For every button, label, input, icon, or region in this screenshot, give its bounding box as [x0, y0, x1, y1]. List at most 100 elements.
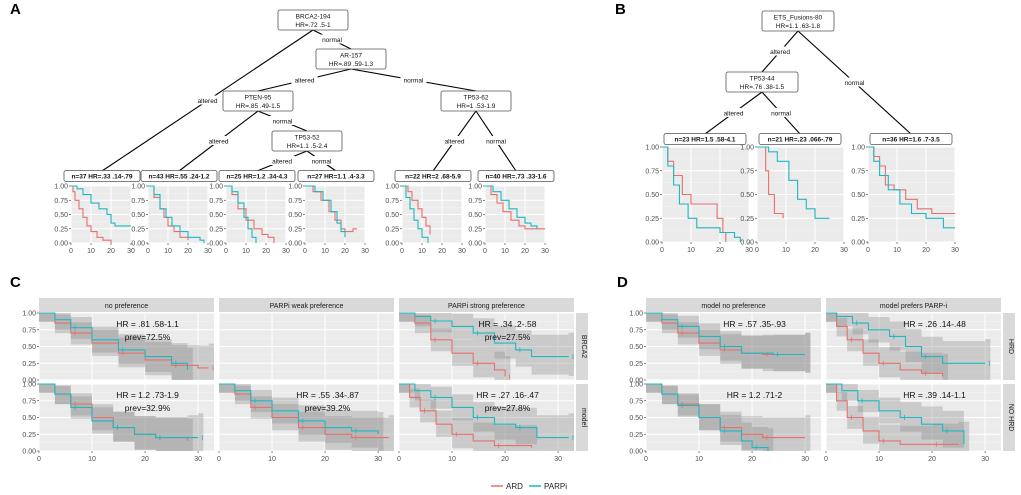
- km-b-2-x-tick-label: 10: [893, 247, 901, 254]
- km-c-column-label: PARPi weak preference: [270, 303, 344, 310]
- km-c-cell-3-y-tick-label: 1.00: [22, 382, 36, 389]
- km-b-0-y-tick-label: 0.00: [645, 240, 659, 247]
- km-b-2-y-tick-label: 0.00: [851, 240, 865, 247]
- km-d-cell-0-y-tick-label: 0.75: [629, 327, 643, 334]
- km-b-0-y-tick-label: 0.25: [645, 216, 659, 223]
- km-a-5-parpi-curve: [485, 185, 538, 229]
- tree-a-leaf-3-label: n=27 HR=1.1 .4-3.3: [307, 174, 365, 181]
- km-c-cell-5: 0 10 20 30 HR = .27 .16-.47 prev=27.8%: [397, 383, 574, 463]
- km-b-1-y-tick-label: 0.00: [740, 240, 754, 247]
- km-c-cell-0-y-tick-label: 0.50: [22, 344, 36, 351]
- km-c-cell-4: 0 10 20 30 HR = .55 .34-.87 prev=39.2%: [217, 383, 394, 463]
- km-a-5-y-tick-label: 0.75: [468, 198, 482, 205]
- tree-b-leaf-0-box: [663, 133, 747, 145]
- km-c-cell-5-x-tick-label: 20: [501, 456, 509, 463]
- tree-b-leaf-1-box: [758, 133, 842, 145]
- km-b-1: 0.00 0.25 0.50 0.75 1.00 0 10 20 30: [740, 145, 848, 255]
- km-c-cell-5-prev: prev=27.8%: [485, 403, 531, 413]
- km-c-cell-2-prev: prev=27.5%: [485, 332, 531, 342]
- km-c-cell-4-x-tick-label: 30: [374, 456, 382, 463]
- km-b-0-x-tick-label: 0: [660, 247, 664, 254]
- tree-a-node-2-title: PTEN-95: [245, 95, 272, 102]
- tree-a-leaf-5: n=40 HR=.73 .33-1.6: [477, 170, 555, 182]
- km-d-cell-3-x-tick-label: 20: [928, 456, 936, 463]
- km-c-cell-3-prev: prev=32.9%: [125, 403, 171, 413]
- tree-a-edge-0-label-bg: [319, 34, 345, 44]
- km-c-cell-3: 0.00 0.25 0.50 0.75 1.00 0 10 20 30 HR = 1.2 .73-…: [22, 382, 214, 463]
- km-c-cell-2-parpi-curve: [399, 312, 569, 358]
- km-d-cell-0-confidence-band: [646, 313, 811, 373]
- km-c-cell-3-x-tick-label: 10: [88, 456, 96, 463]
- km-a-3-y-tick-label: 0.00: [288, 241, 302, 248]
- km-c-cell-3-y-tick-label: 0.25: [22, 432, 36, 439]
- tree-a-node-4-box: [440, 90, 512, 112]
- km-a-0-y-tick-label: 0.75: [54, 198, 68, 205]
- tree-a-edge-9-label-bg: [483, 136, 509, 145]
- km-d-cell-2-confidence-band: [646, 384, 811, 451]
- panel-label-a: A: [10, 1, 21, 18]
- tree-b-edge-2-label: altered: [724, 111, 744, 118]
- km-a-5-y-tick-label: 0.50: [468, 212, 482, 219]
- km-c-row-label: BRCA2: [580, 335, 587, 358]
- km-c-cell-3-y-tick-label: 0.75: [22, 398, 36, 405]
- tree-a-leaf-4-box: [394, 170, 472, 182]
- km-c-cell-4-ard-curve: [219, 383, 389, 439]
- km-a-5-x-tick-label: 20: [521, 248, 529, 255]
- km-a-0-x-tick-label: 10: [87, 248, 95, 255]
- km-d-cell-2-y-tick-label: 0.25: [629, 432, 643, 439]
- km-b-1-y-tick-label: 0.25: [740, 216, 754, 223]
- km-d-cell-2-hr: HR = 1.2 .71-2: [727, 390, 783, 400]
- tree-b-leaf-2-label: n=36 HR=1.6 .7-3.5: [882, 137, 940, 144]
- km-b-1-x-tick-label: 10: [782, 247, 790, 254]
- km-a-5: 0.00 0.25 0.50 0.75 1.00 0 10 20 30: [468, 184, 549, 256]
- km-c-cell-0-y-tick-label: 0.75: [22, 327, 36, 334]
- tree-a-edge-2-label-bg: [291, 75, 318, 84]
- km-d-cell-2-x-tick-label: 0: [644, 456, 648, 463]
- km-a-4-x-tick-label: 20: [438, 248, 446, 255]
- km-b-2-x-tick-label: 0: [866, 247, 870, 254]
- tree-a-node-2-hr: HR=.85 .49-1.5: [236, 103, 281, 110]
- km-b-1-x-tick-label: 0: [755, 247, 759, 254]
- tree-a-edge-8-label-bg: [441, 136, 468, 145]
- tree-b-node-1-box: [725, 71, 799, 93]
- tree-a-leaf-2-box: [218, 170, 296, 182]
- km-a-3: 0.00 0.25 0.50 0.75 1.00 0 10 20 30: [288, 184, 369, 256]
- tree-a-leaf-4: n=22 HR=2 .68-5.9: [394, 170, 472, 182]
- km-c-cell-4-parpi-curve: [219, 383, 379, 435]
- tree-a-leaf-5-label: n=40 HR=.73 .33-1.6: [485, 174, 546, 181]
- panel-label-c: C: [10, 274, 21, 291]
- km-a-2-y-tick-label: 0.25: [209, 226, 223, 233]
- km-d-cell-0-y-tick-label: 0.25: [629, 361, 643, 368]
- km-d-cell-3-ard-curve: [826, 383, 959, 445]
- km-a-1-y-tick-label: 1.00: [131, 184, 145, 191]
- km-b-0-x-tick-label: 30: [745, 247, 753, 254]
- tree-a-edge-9-label: normal: [486, 139, 506, 146]
- km-d-cell-2-y-tick-label: 0.00: [629, 449, 643, 456]
- km-a-3-x-tick-label: 30: [361, 248, 369, 255]
- km-c-cell-4-x-tick-label: 20: [321, 456, 329, 463]
- tree-a-node-0-box: [277, 9, 349, 31]
- km-a-1-x-tick-label: 0: [146, 248, 150, 255]
- tree-a-edge-6-label: altered: [272, 159, 292, 166]
- km-b-1-y-tick-label: 1.00: [740, 145, 754, 152]
- km-a-0-x-tick-label: 30: [127, 248, 135, 255]
- km-a-1-parpi-curve: [148, 185, 205, 243]
- km-b-2: 0.00 0.25 0.50 0.75 1.00 0 10 20 30: [851, 145, 959, 255]
- km-a-0-parpi-curve: [71, 185, 131, 227]
- tree-a-leaf-3: n=27 HR=1.1 .4-3.3: [297, 170, 375, 182]
- km-d-column-label: model prefers PARP-i: [880, 303, 948, 310]
- km-d-row-strip: [1003, 313, 1015, 380]
- km-d-column-strip: [646, 298, 821, 312]
- km-c-cell-1: [218, 312, 394, 381]
- km-c-cell-0-parpi-curve: [39, 312, 189, 370]
- km-c-cell-3-y-tick-label: 0.00: [22, 449, 36, 456]
- tree-a-leaf-0-box: [63, 170, 141, 182]
- tree-a-node-4-title: TP53-62: [464, 95, 489, 102]
- km-a-1-x-tick-label: 20: [184, 248, 192, 255]
- tree-a-edge-6-label-bg: [269, 156, 295, 165]
- km-d-cell-3-parpi-curve: [826, 383, 965, 445]
- km-a-4-y-tick-label: 1.00: [385, 184, 399, 191]
